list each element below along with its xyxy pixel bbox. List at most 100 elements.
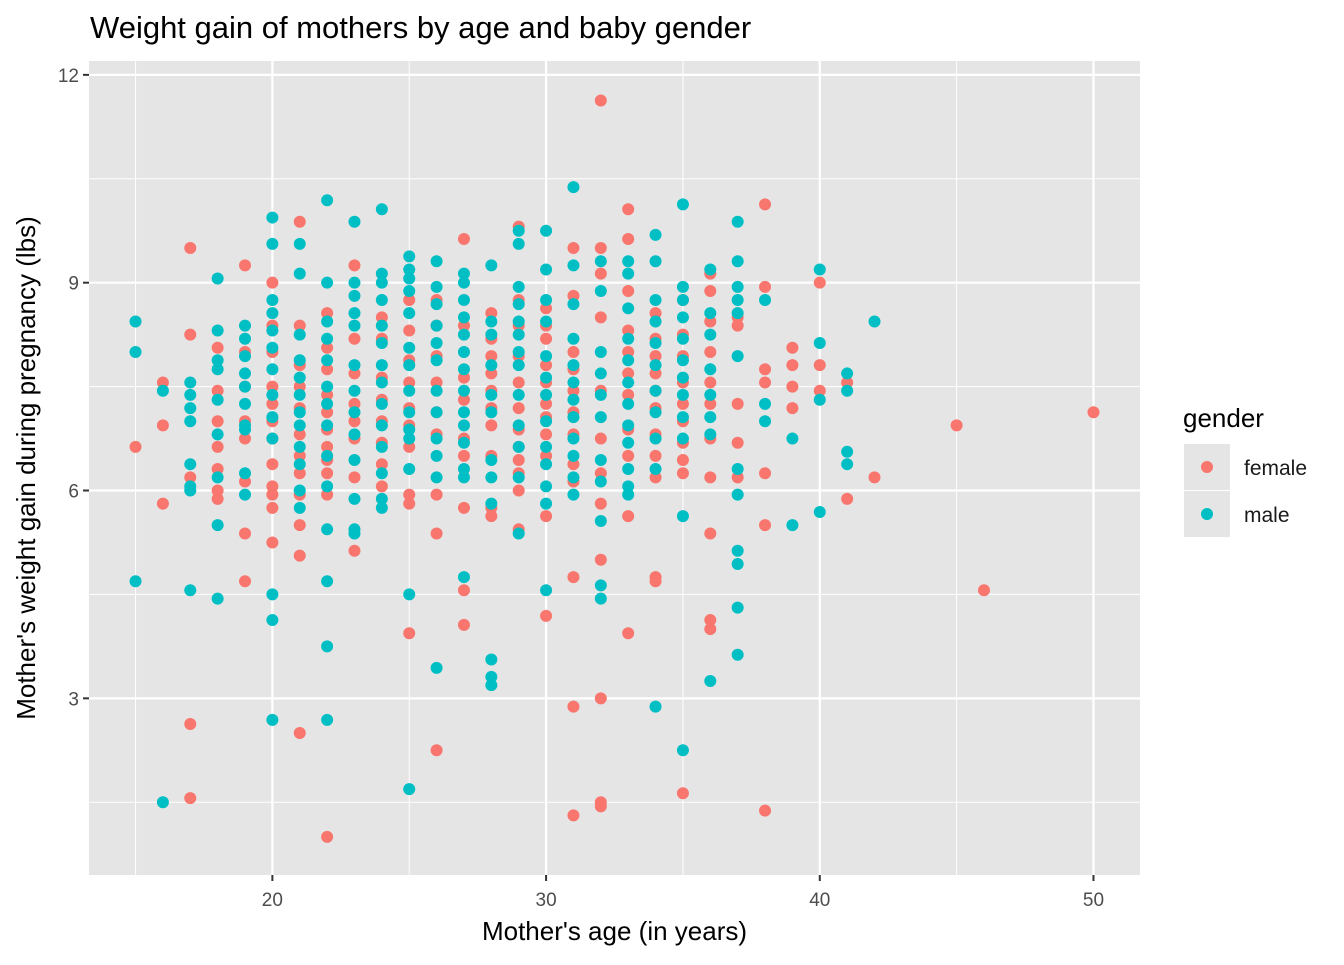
point-male <box>485 471 498 484</box>
point-female <box>321 341 334 354</box>
point-male <box>567 393 580 406</box>
point-male <box>457 276 470 289</box>
point-female <box>457 501 470 514</box>
point-male <box>129 575 142 588</box>
point-male <box>293 388 306 401</box>
point-female <box>622 284 635 297</box>
point-female <box>457 449 470 462</box>
chart-title: Weight gain of mothers by age and baby g… <box>90 10 751 45</box>
point-male <box>348 319 361 332</box>
point-female <box>649 367 662 380</box>
point-female <box>786 341 799 354</box>
point-female <box>485 307 498 320</box>
point-female <box>950 419 963 432</box>
point-female <box>321 388 334 401</box>
data-points <box>129 94 1100 843</box>
point-male <box>184 415 197 428</box>
x-axis-label: Mother's age (in years) <box>482 916 747 946</box>
point-male <box>293 484 306 497</box>
point-female <box>321 363 334 376</box>
x-tick-label: 20 <box>262 890 283 911</box>
point-male <box>676 744 689 757</box>
point-female <box>704 614 717 627</box>
point-male <box>704 411 717 424</box>
point-male <box>348 454 361 467</box>
point-male <box>156 796 169 809</box>
point-female <box>457 233 470 246</box>
point-female <box>594 553 607 566</box>
point-male <box>403 341 416 354</box>
point-male <box>731 350 744 363</box>
point-male <box>239 367 252 380</box>
point-female <box>348 471 361 484</box>
point-male <box>266 294 279 307</box>
point-male <box>239 332 252 345</box>
point-female <box>239 259 252 272</box>
point-male <box>403 250 416 263</box>
point-male <box>485 388 498 401</box>
point-male <box>841 445 854 458</box>
point-male <box>430 661 443 674</box>
y-axis-label: Mother's weight gain during pregnancy (l… <box>11 216 41 720</box>
point-male <box>321 640 334 653</box>
point-male <box>403 463 416 476</box>
point-male <box>266 211 279 224</box>
point-male <box>129 315 142 328</box>
point-female <box>266 380 279 393</box>
point-male <box>841 367 854 380</box>
point-male <box>649 432 662 445</box>
point-female <box>211 384 224 397</box>
point-male <box>512 471 525 484</box>
point-male <box>622 332 635 345</box>
point-female <box>375 480 388 493</box>
point-female <box>266 488 279 501</box>
point-male <box>731 601 744 614</box>
point-female <box>676 787 689 800</box>
point-male <box>403 263 416 276</box>
point-male <box>622 419 635 432</box>
point-male <box>321 276 334 289</box>
point-male <box>649 700 662 713</box>
point-female <box>293 467 306 480</box>
point-male <box>704 675 717 688</box>
point-male <box>512 315 525 328</box>
point-female <box>403 627 416 640</box>
point-female <box>430 527 443 540</box>
point-male <box>567 376 580 389</box>
point-male <box>293 419 306 432</box>
point-female <box>594 467 607 480</box>
point-male <box>567 298 580 311</box>
point-female <box>540 510 553 523</box>
point-male <box>594 345 607 358</box>
legend-label-female: female <box>1244 457 1307 480</box>
point-male <box>512 527 525 540</box>
point-male <box>293 440 306 453</box>
point-male <box>512 298 525 311</box>
point-male <box>813 505 826 518</box>
point-female <box>594 242 607 255</box>
point-male <box>266 411 279 424</box>
point-female <box>813 359 826 372</box>
point-male <box>567 181 580 194</box>
point-male <box>293 458 306 471</box>
point-male <box>348 492 361 505</box>
point-male <box>731 463 744 476</box>
point-male <box>348 359 361 372</box>
point-male <box>211 324 224 337</box>
y-axis: 3 6 9 12 <box>58 66 89 710</box>
point-male <box>786 519 799 532</box>
point-male <box>622 302 635 315</box>
point-female <box>457 371 470 384</box>
point-female <box>156 497 169 510</box>
point-male <box>403 588 416 601</box>
point-female <box>977 584 990 597</box>
point-male <box>567 432 580 445</box>
point-male <box>676 311 689 324</box>
point-female <box>594 94 607 107</box>
y-tick-label: 6 <box>68 482 79 503</box>
x-axis: 20 30 40 50 <box>262 875 1104 911</box>
point-female <box>293 380 306 393</box>
point-male <box>759 397 772 410</box>
point-male <box>457 328 470 341</box>
point-female <box>403 294 416 307</box>
